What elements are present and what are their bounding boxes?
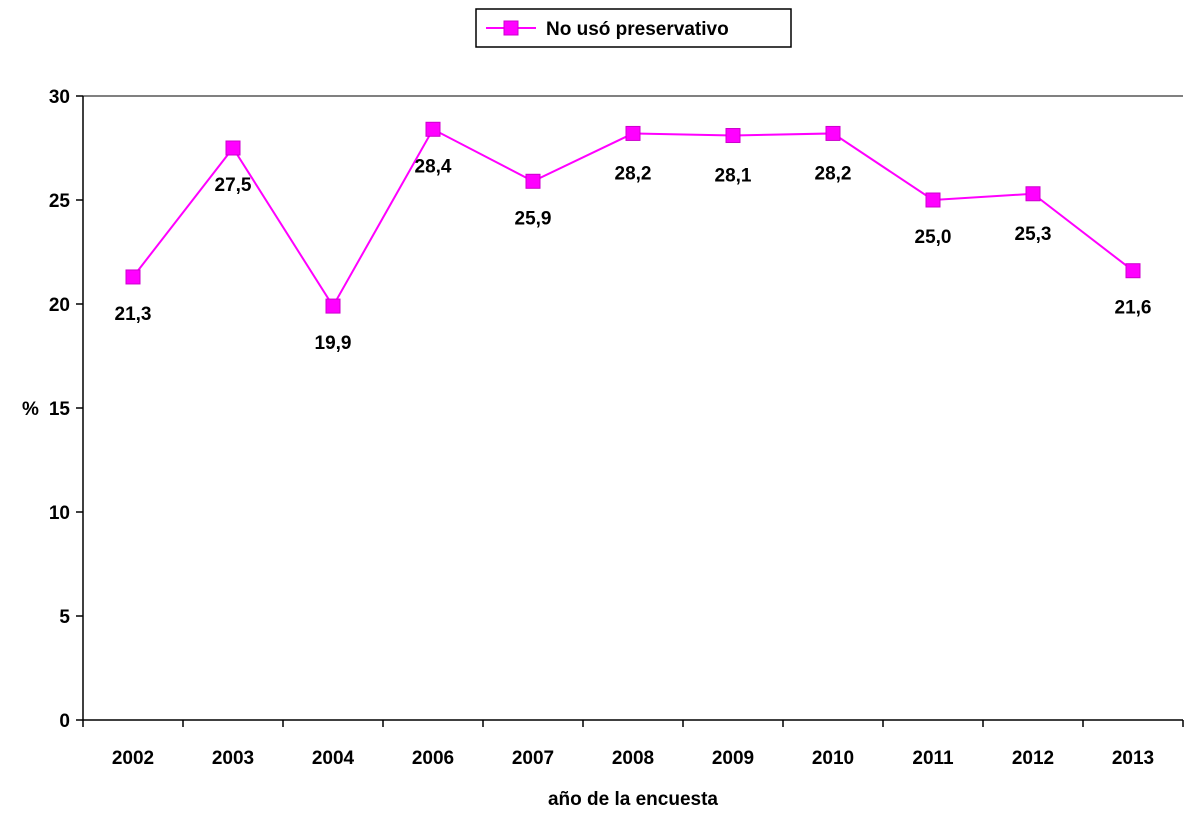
x-tick-label: 2008 <box>612 748 654 769</box>
data-label: 25,9 <box>515 208 552 229</box>
y-tick-label: 25 <box>49 191 71 212</box>
x-tick-label: 2003 <box>212 748 254 769</box>
x-tick-label: 2007 <box>512 748 554 769</box>
data-label: 21,3 <box>115 304 152 325</box>
data-label: 28,1 <box>715 166 752 187</box>
x-tick-label: 2006 <box>412 748 454 769</box>
data-label: 19,9 <box>315 333 352 354</box>
data-point-marker <box>1025 186 1041 202</box>
data-point-marker <box>525 173 541 189</box>
legend: No usó preservativo <box>475 8 792 48</box>
data-point-marker <box>225 140 241 156</box>
data-point-marker <box>725 128 741 144</box>
y-axis-title: % <box>22 399 39 420</box>
y-tick-label: 20 <box>49 295 70 316</box>
x-tick-label: 2011 <box>912 748 954 769</box>
data-point-marker <box>925 192 941 208</box>
y-tick-label: 0 <box>59 711 70 732</box>
x-tick-label: 2013 <box>1112 748 1154 769</box>
x-axis-title: año de la encuesta <box>548 789 718 810</box>
data-label: 25,3 <box>1015 224 1052 245</box>
x-tick-label: 2002 <box>112 748 154 769</box>
data-point-marker <box>825 125 841 141</box>
data-label: 28,4 <box>415 156 452 177</box>
data-point-marker <box>125 269 141 285</box>
legend-marker-swatch <box>503 20 519 36</box>
y-tick-label: 10 <box>49 503 70 524</box>
data-point-marker <box>325 298 341 314</box>
data-label: 21,6 <box>1115 298 1152 319</box>
series-no-uso-preservativo: 21,3 27,5 19,9 28,4 25,9 28,2 28,1 28,2 25,0 25,3… <box>115 121 1152 354</box>
x-tick-label: 2012 <box>1012 748 1054 769</box>
legend-label: No usó preservativo <box>546 19 729 40</box>
data-point-marker <box>425 121 441 137</box>
series-line <box>132 127 1134 309</box>
x-tick-label: 2009 <box>712 748 754 769</box>
x-axis-ticks: 2002 2003 2004 2006 2007 2008 2009 2010 2011 2012… <box>82 720 1184 769</box>
y-tick-label: 30 <box>49 87 70 108</box>
data-point-marker <box>625 125 641 141</box>
data-label: 25,0 <box>915 227 952 248</box>
data-label: 27,5 <box>215 175 252 196</box>
x-tick-label: 2004 <box>312 748 355 769</box>
y-axis-ticks: 0 5 10 15 20 25 30 <box>49 87 83 732</box>
data-point-marker <box>1125 263 1141 279</box>
y-tick-label: 5 <box>59 607 70 628</box>
x-tick-label: 2010 <box>812 748 854 769</box>
data-label: 28,2 <box>815 163 852 184</box>
data-label: 28,2 <box>615 163 652 184</box>
y-tick-label: 15 <box>49 399 71 420</box>
